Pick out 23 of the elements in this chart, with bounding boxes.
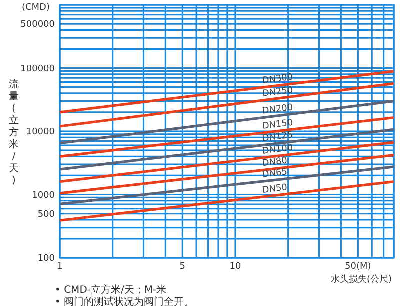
text: DN100 [262,143,294,157]
x-tick-label: 5 [180,262,186,272]
text: DN300 [262,72,294,87]
y-tick-label: 500 [38,210,56,220]
text: DN250 [262,86,294,100]
text: • CMD-立方米/天；M-米 [55,284,167,296]
x-axis-title: 水头损失(公尺) [330,274,392,285]
x-tick-label: 1 [57,262,63,272]
y-tick-label: 500000 [20,20,56,30]
y-tick-label: 100000 [20,64,56,74]
text: DN125 [262,130,294,144]
text: (CMD) [22,3,50,13]
y-tick-label: 1000 [32,190,56,201]
y-tick-label: 10000 [26,128,56,138]
text: DN65 [262,168,288,181]
text: DN200 [262,103,294,117]
text: DN50 [262,183,288,196]
x-tick-label: 10 [230,262,242,272]
y-tick-label: 100 [38,254,56,264]
text: DN150 [262,118,294,132]
x-tick-label: 50(M) [345,262,372,272]
text: DN80 [262,156,288,170]
text: 流量(立方米/天) [9,80,19,186]
